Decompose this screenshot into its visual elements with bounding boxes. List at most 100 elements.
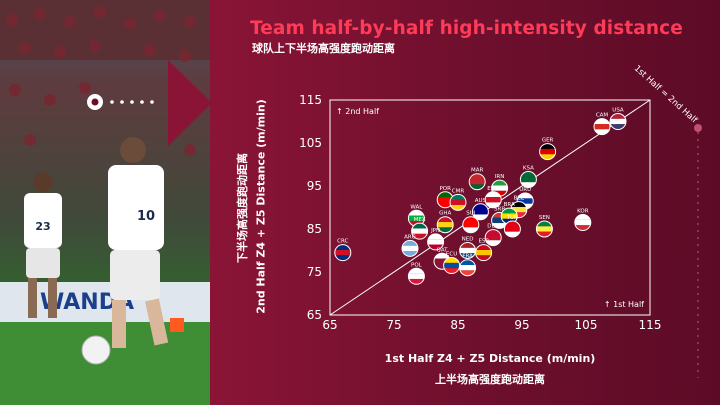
team-flag [491,180,508,197]
team-label: ECU [446,252,457,258]
team-label: CMR [452,188,465,194]
team-point: CRC [334,239,352,262]
chart-title: Team half-by-half high-intensity distanc… [250,18,683,39]
pitch [0,322,210,405]
y-tick-label: 95 [307,179,322,193]
team-label: SEN [539,215,550,221]
team-point: MAR [468,168,486,191]
team-flag [450,194,466,211]
team-point: CAM [593,113,611,136]
team-flag [475,244,492,261]
team-label: AUS [475,198,487,204]
x-axis-label: 1st Half Z4 + Z5 Distance (m/min) [384,352,596,365]
team-flag [485,229,502,246]
team-point: JPN [427,228,445,251]
plot-frame [329,99,651,316]
team-point: TUN [503,215,521,238]
team-label: KSA [523,166,534,172]
player-left: 23 [24,172,62,318]
football-dots-icon [87,94,154,110]
team-flag [437,216,454,233]
x-axis-label-cn: 上半场高强度跑动距离 [435,373,545,386]
team-flag [462,216,479,233]
team-point-ring [436,216,454,234]
team-label: POL [411,262,423,268]
chart-subtitle: 球队上下半场高强度跑动距离 [252,42,395,55]
team-point: FRA [459,254,477,277]
football [81,335,111,365]
x-tick-label: 115 [639,318,662,332]
team-point-ring [471,203,489,221]
team-flag [459,242,476,259]
y-tick-label: 105 [299,136,322,150]
team-flag [536,221,553,237]
player-right: 10 [108,137,184,348]
team-point-ring [503,220,521,238]
team-label: IRN [495,174,505,180]
team-label: POR [439,186,451,192]
dotted-decoration [694,118,702,378]
y-tick-label: 75 [307,265,322,279]
jersey-number-right: 10 [137,209,155,224]
crowd [6,6,196,156]
team-flag [491,212,508,229]
team-point-ring [411,222,429,240]
team-label: MEX [414,217,426,223]
team-label: URU [519,187,531,193]
team-point-ring [334,244,352,262]
team-point-ring [427,233,445,251]
team-point-ring [449,193,467,211]
team-point-ring [475,244,493,262]
team-point: SEN [535,215,553,238]
y-tick-label: 65 [307,308,322,322]
team-point: GHA [436,211,454,234]
team-point-ring [574,214,592,232]
team-point-ring [459,259,477,277]
team-flag [574,214,591,231]
x-tick-label: 95 [514,318,529,332]
team-label: KOR [577,209,589,215]
team-point: MEX [411,217,429,240]
team-label: BEL [514,196,525,202]
team-label: FRA [462,254,473,260]
team-label: SRB [494,206,505,212]
team-point: GER [539,138,557,161]
team-label: DEN [487,224,499,230]
team-label: ESP [478,239,489,245]
team-point-ring [462,216,480,234]
team-point: DEN [484,224,502,247]
team-point: ECU [443,252,461,275]
y-tick-label: 115 [299,93,322,107]
team-label: USA [612,108,624,114]
team-point: POL [407,262,425,285]
team-label: GER [542,138,554,144]
team-label: CAM [596,113,609,119]
team-flag [510,201,527,218]
y-axis-label-cn: 下半场高强度跑动距离 [236,153,249,263]
team-label: QAT [436,247,448,253]
x-tick-label: 105 [575,318,598,332]
team-point-ring [519,171,537,189]
team-flag [437,191,454,208]
team-point-ring [535,220,553,238]
team-flag [427,233,444,250]
team-label: TUN [506,215,519,221]
team-flag [402,240,418,257]
team-point: SUI [462,211,480,234]
team-point-ring [468,173,486,191]
team-flag [443,257,460,274]
y-axis-label: 2nd Half Z4 + Z5 Distance (m/min) [254,99,268,314]
team-point: AUS [471,198,489,221]
team-point-ring [593,118,611,136]
x-tick-label: 85 [450,318,465,332]
chevron-decoration [168,60,212,146]
team-flag [469,173,486,190]
team-point: ENG [484,186,502,209]
team-flag [411,223,428,240]
team-label: CRC [337,239,348,245]
team-point: ESP [475,239,493,262]
team-label: JPN [430,228,440,234]
team-label: SUI [466,211,476,217]
team-point: CMR [449,188,467,211]
